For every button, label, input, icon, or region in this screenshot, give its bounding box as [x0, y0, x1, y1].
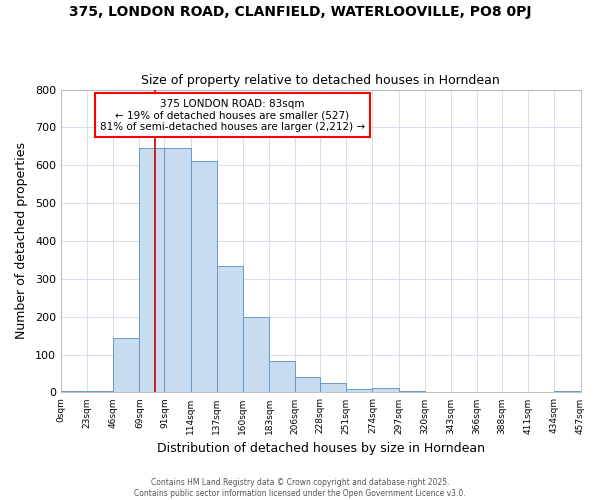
Text: Contains HM Land Registry data © Crown copyright and database right 2025.
Contai: Contains HM Land Registry data © Crown c…	[134, 478, 466, 498]
Bar	[191, 162, 217, 392]
Text: 375 LONDON ROAD: 83sqm
← 19% of detached houses are smaller (527)
81% of semi-de: 375 LONDON ROAD: 83sqm ← 19% of detached…	[100, 98, 365, 132]
Text: 375, LONDON ROAD, CLANFIELD, WATERLOOVILLE, PO8 0PJ: 375, LONDON ROAD, CLANFIELD, WATERLOOVIL…	[69, 5, 531, 19]
Bar	[113, 338, 139, 392]
Bar	[139, 148, 164, 392]
Bar	[398, 390, 425, 392]
Bar	[61, 390, 87, 392]
Bar	[554, 390, 580, 392]
Bar	[164, 148, 191, 392]
Bar	[87, 390, 113, 392]
Y-axis label: Number of detached properties: Number of detached properties	[15, 142, 28, 340]
Bar	[373, 388, 398, 392]
Bar	[295, 376, 320, 392]
Bar	[346, 388, 373, 392]
Bar	[243, 316, 269, 392]
Bar	[217, 266, 243, 392]
X-axis label: Distribution of detached houses by size in Horndean: Distribution of detached houses by size …	[157, 442, 485, 455]
Bar	[320, 383, 346, 392]
Title: Size of property relative to detached houses in Horndean: Size of property relative to detached ho…	[142, 74, 500, 87]
Bar	[269, 361, 295, 392]
